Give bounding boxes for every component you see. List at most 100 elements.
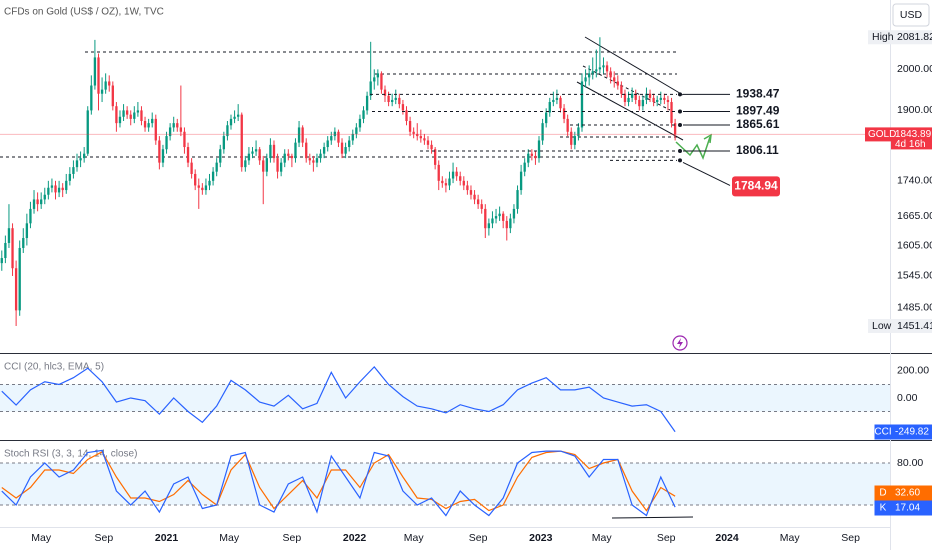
candle-body: [72, 167, 75, 174]
candle-body: [222, 136, 226, 150]
candle-body: [362, 110, 365, 119]
candle-body: [93, 57, 97, 86]
level-dot: [678, 92, 682, 97]
candle-body: [219, 149, 222, 163]
y-tick-label: 1900.00: [897, 104, 932, 116]
last-value: 17.04: [895, 503, 920, 514]
candle-body: [355, 127, 358, 134]
candle-body: [197, 185, 200, 188]
indicator-line: [1, 449, 676, 517]
candle-body: [641, 99, 645, 107]
candle-body: [462, 180, 465, 186]
candle-body: [663, 97, 666, 100]
candle-body: [344, 147, 347, 154]
candle-body: [279, 162, 283, 172]
candle-body: [469, 190, 473, 195]
currency-button[interactable]: [892, 3, 930, 27]
candle-body: [416, 133, 419, 137]
candle-body: [47, 187, 50, 195]
channel-mid: [582, 65, 671, 111]
candle-body: [666, 99, 670, 103]
candle-body: [437, 164, 440, 181]
candle-body: [620, 85, 623, 94]
candle-body: [190, 162, 193, 174]
candle-body: [115, 106, 118, 124]
low-box: [868, 318, 932, 333]
last-value: 32.60: [895, 488, 920, 499]
candle-body: [312, 160, 315, 163]
candle-body: [430, 144, 433, 150]
candle-body: [108, 81, 111, 86]
candle-body: [487, 223, 491, 229]
candle-body: [387, 95, 390, 103]
candle-body: [161, 149, 165, 163]
candle-body: [36, 199, 39, 205]
last-value: -249.82: [895, 427, 929, 438]
candle-body: [75, 160, 79, 168]
event-bolt: [677, 338, 683, 348]
candle-body: [555, 97, 559, 100]
candle-body: [670, 102, 673, 124]
candle-body: [158, 140, 161, 163]
candle-body: [168, 127, 172, 137]
candle-body: [602, 65, 605, 68]
candle-body: [412, 131, 415, 134]
candle-body: [502, 213, 505, 221]
y-tick-label: 80.00: [897, 457, 923, 469]
symbol-box: [865, 127, 891, 142]
candle-body: [570, 131, 573, 145]
candle-body: [441, 180, 444, 184]
candle-body: [534, 155, 537, 159]
candle-body: [519, 171, 523, 191]
candle-body: [272, 144, 276, 159]
x-tick-label: May: [592, 532, 613, 544]
candle-body: [186, 147, 190, 163]
event-icon[interactable]: [672, 335, 688, 351]
candle-body: [401, 104, 405, 111]
candle-body: [340, 142, 344, 154]
x-tick-label: Sep: [283, 532, 302, 544]
candle-body: [376, 73, 380, 78]
candle-body: [358, 118, 362, 128]
candle-body: [129, 114, 132, 119]
candle-body: [25, 223, 29, 239]
candle-body: [319, 153, 322, 159]
candle-body: [262, 160, 265, 172]
series-name: K: [880, 503, 887, 514]
chart-title: CFDs on Gold (US$ / OZ), 1W, TVC: [4, 7, 164, 18]
candle-body: [491, 218, 494, 224]
y-tick-label: 1545.00: [897, 270, 932, 282]
candle-body: [133, 112, 136, 119]
last-name-box: [875, 486, 891, 500]
candle-body: [104, 81, 107, 90]
candle-body: [240, 114, 243, 168]
series-name: D: [879, 488, 886, 499]
candle-body: [208, 180, 211, 186]
candle-body: [68, 173, 72, 181]
candle-body: [398, 97, 401, 105]
y-tick-label: 0.00: [897, 392, 918, 404]
candle-body: [562, 108, 566, 119]
projection-arrow: [675, 136, 711, 161]
candle-body: [308, 158, 311, 161]
last-name-box: [875, 501, 891, 515]
target-dot: [678, 158, 682, 163]
candle-body: [552, 99, 555, 103]
candle-body: [348, 140, 351, 148]
candle-body: [176, 123, 179, 128]
candle-body: [283, 153, 286, 163]
y-tick-label: 2000.00: [897, 63, 932, 75]
candle-body: [125, 110, 129, 115]
band: [0, 384, 890, 412]
candle-body: [466, 185, 469, 191]
candle-body: [630, 93, 634, 98]
x-tick-label: Sep: [841, 532, 860, 544]
candle-body: [290, 155, 294, 159]
candle-body: [566, 118, 569, 132]
candle-body: [656, 99, 659, 103]
candle-body: [4, 242, 7, 259]
candle-body: [373, 77, 376, 82]
candle-body: [315, 158, 319, 163]
last-value-bg: [891, 501, 932, 515]
candle-body: [65, 180, 68, 191]
